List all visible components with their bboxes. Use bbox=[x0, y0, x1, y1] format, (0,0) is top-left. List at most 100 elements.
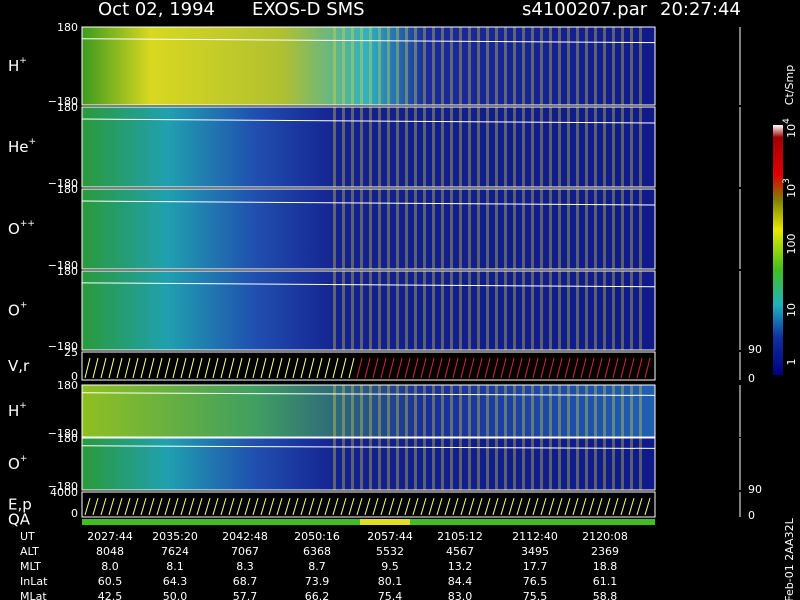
cell: 80.1 bbox=[378, 575, 403, 588]
panel-frame bbox=[81, 270, 656, 351]
cell: 7624 bbox=[161, 545, 189, 558]
trace-tick bbox=[148, 497, 155, 516]
trace-tick bbox=[156, 357, 163, 379]
panel-frame bbox=[81, 26, 656, 106]
trace-tick bbox=[164, 357, 171, 379]
trace-tick bbox=[324, 497, 331, 516]
cell: 3495 bbox=[521, 545, 549, 558]
axis-top: 25 bbox=[64, 346, 78, 359]
trace-tick bbox=[516, 497, 523, 516]
row-label: UT bbox=[20, 530, 35, 543]
cell: 84.4 bbox=[448, 575, 473, 588]
trace-tick bbox=[444, 497, 451, 516]
axis-bottom: 0 bbox=[71, 507, 78, 520]
right-axis-bottom: 0 bbox=[748, 372, 755, 385]
cell: 8.0 bbox=[101, 560, 119, 573]
trace-tick bbox=[364, 357, 371, 379]
trace-tick bbox=[404, 357, 411, 379]
trace-tick bbox=[228, 497, 235, 516]
trace-tick bbox=[116, 357, 123, 379]
trace-tick bbox=[380, 497, 387, 516]
trace-tick bbox=[348, 357, 355, 379]
trace-tick bbox=[164, 497, 171, 516]
trace-tick bbox=[132, 357, 139, 379]
trace-tick bbox=[388, 357, 395, 379]
trace-tick bbox=[556, 497, 563, 516]
cell: 8.7 bbox=[308, 560, 326, 573]
cell: 57.7 bbox=[233, 590, 258, 600]
trace-tick bbox=[244, 497, 251, 516]
trace-tick bbox=[580, 497, 587, 516]
trace-tick bbox=[420, 357, 427, 379]
panel-label: He+ bbox=[8, 137, 36, 156]
panel-label-sup: + bbox=[19, 56, 27, 66]
trace-tick bbox=[348, 497, 355, 516]
panel-label-base: O bbox=[8, 220, 20, 238]
trace-tick bbox=[492, 357, 499, 379]
trace-tick bbox=[620, 497, 627, 516]
panel-label-base: H bbox=[8, 402, 19, 420]
trace-tick bbox=[204, 497, 211, 516]
trace-tick bbox=[212, 357, 219, 379]
axis-bottom: −180 bbox=[48, 177, 78, 190]
cell: 7067 bbox=[231, 545, 259, 558]
color-bar-label: 104 bbox=[782, 118, 799, 138]
trace-tick bbox=[356, 357, 363, 379]
trace-tick bbox=[588, 497, 595, 516]
right-axis-top: 90 bbox=[748, 343, 762, 356]
trace-line bbox=[81, 445, 656, 449]
trace-tick bbox=[268, 497, 275, 516]
trace-tick bbox=[260, 357, 267, 379]
trace-tick bbox=[276, 497, 283, 516]
trace-tick bbox=[612, 497, 619, 516]
panel-label-base: V,r bbox=[8, 357, 30, 375]
trace-tick bbox=[220, 497, 227, 516]
trace-tick bbox=[300, 357, 307, 379]
color-bar bbox=[773, 125, 783, 375]
panel-frame bbox=[81, 384, 656, 438]
trace-tick bbox=[532, 497, 539, 516]
cell: 8.1 bbox=[166, 560, 184, 573]
trace-tick bbox=[428, 497, 435, 516]
axis-top: 180 bbox=[57, 379, 78, 392]
trace-line bbox=[81, 118, 656, 124]
color-bar-label-base: 10 bbox=[785, 303, 798, 317]
trace-tick bbox=[108, 497, 115, 516]
trace-tick bbox=[476, 357, 483, 379]
qa-mark bbox=[360, 519, 410, 525]
panel-label-sup: ++ bbox=[20, 219, 35, 229]
spectrogram-texture bbox=[332, 271, 645, 350]
trace-tick bbox=[596, 497, 603, 516]
trace-tick bbox=[260, 497, 267, 516]
trace-tick bbox=[604, 357, 611, 379]
trace-tick bbox=[84, 497, 91, 516]
trace-tick bbox=[436, 497, 443, 516]
panel-label-sup: + bbox=[20, 300, 28, 310]
trace-tick bbox=[180, 497, 187, 516]
trace-tick bbox=[372, 357, 379, 379]
trace-tick bbox=[564, 357, 571, 379]
trace-tick bbox=[276, 357, 283, 379]
trace-tick bbox=[284, 497, 291, 516]
trace-tick bbox=[156, 497, 163, 516]
trace-tick bbox=[636, 497, 643, 516]
axis-bottom: −180 bbox=[48, 480, 78, 493]
trace-tick bbox=[484, 497, 491, 516]
cell: 66.2 bbox=[305, 590, 330, 600]
cell: 13.2 bbox=[448, 560, 473, 573]
trace-tick bbox=[556, 357, 563, 379]
trace-tick bbox=[604, 497, 611, 516]
trace-tick bbox=[140, 357, 147, 379]
axis-top: 180 bbox=[57, 183, 78, 196]
trace-tick bbox=[124, 497, 131, 516]
trace-tick bbox=[460, 497, 467, 516]
row-label: InLat bbox=[20, 575, 48, 588]
trace-tick bbox=[636, 357, 643, 379]
color-bar-label-base: 10 bbox=[785, 124, 798, 138]
cell: 2050:16 bbox=[294, 530, 340, 543]
cell: 8.3 bbox=[236, 560, 254, 573]
trace-tick bbox=[580, 357, 587, 379]
color-bar-label-sup: 3 bbox=[782, 178, 792, 184]
axis-top: 180 bbox=[57, 432, 78, 445]
panel-label-base: O bbox=[8, 301, 20, 319]
